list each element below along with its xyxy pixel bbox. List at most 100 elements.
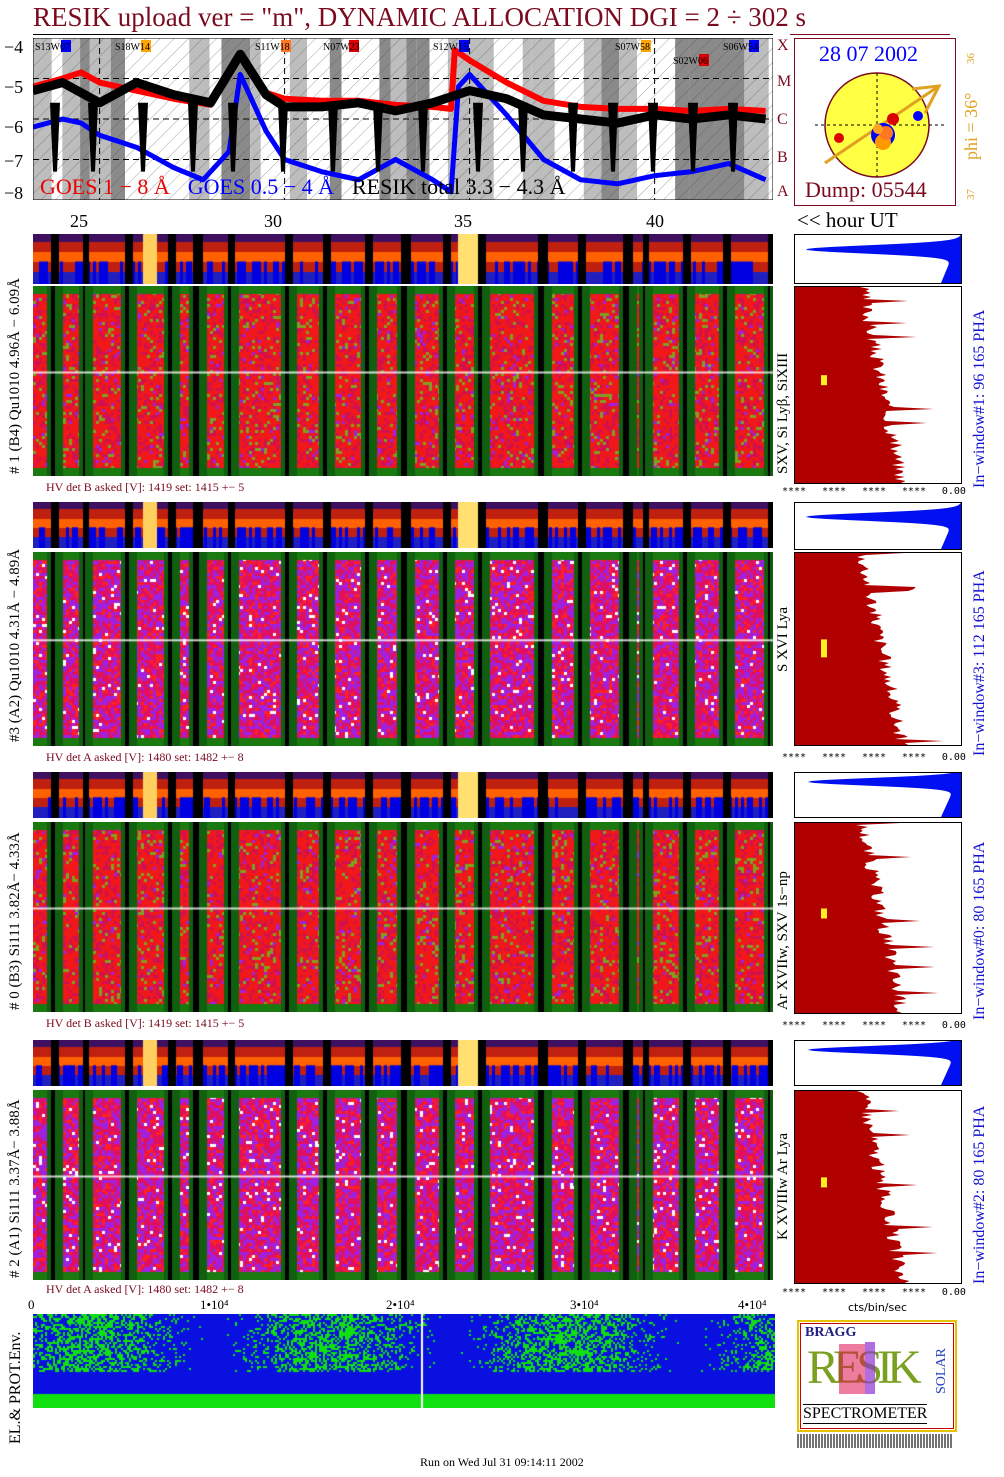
spectrum-tick: **** xyxy=(861,486,887,497)
flare-marker xyxy=(834,133,844,143)
pha-histogram-area xyxy=(807,773,961,817)
marker-bar xyxy=(821,639,827,658)
resik-dip xyxy=(50,102,60,172)
goes-ytick-4: −8 xyxy=(4,183,24,203)
resik-dip xyxy=(373,102,383,172)
spectrum-tick: **** xyxy=(782,752,807,763)
detector-1-hv-readout: HV det B asked [V]: 1419 set: 1415 +− 5 xyxy=(46,480,245,494)
spectrum-tick: **** xyxy=(901,1287,926,1298)
detector-2-in-window: In−window#2: 80 165 PHA xyxy=(971,1105,988,1284)
title-rule xyxy=(33,34,773,35)
goes-ytick-3: −7 xyxy=(4,151,24,171)
detector-3-lines: S XVI Lya xyxy=(775,607,791,672)
class-letter-c: C xyxy=(777,111,788,128)
class-letter-a: A xyxy=(777,183,789,200)
pha-histogram-area xyxy=(805,503,961,549)
resik-dip xyxy=(138,102,148,172)
logo-solar: SOLAR xyxy=(934,1348,949,1394)
detector-2-spectrogram xyxy=(33,1090,773,1280)
resik-dip xyxy=(88,102,98,172)
spectrum-tick: 0.00 xyxy=(941,752,966,763)
detector-2-lines: K XVIIIw Ar Lya xyxy=(775,1132,791,1240)
resik-dip xyxy=(278,102,288,172)
marker-bar xyxy=(821,375,827,386)
detector-0-hv-readout: HV det B asked [V]: 1419 set: 1415 +− 5 xyxy=(46,1016,245,1030)
class-letter-m: M xyxy=(777,73,792,90)
spectrum-tick: **** xyxy=(821,1020,847,1031)
detector-0-label: # 0 (B3) Si111 3.82Å− 4.33Å xyxy=(7,832,23,1010)
spectrum-tick: **** xyxy=(861,1020,887,1031)
legend-goes-long: GOES 1 − 8 Å xyxy=(40,174,170,199)
goes-ytick-0: −4 xyxy=(4,37,24,57)
resik-dip xyxy=(648,102,658,172)
region-marker xyxy=(349,40,359,52)
detector-2-hv-readout: HV det A asked [V]: 1480 set: 1482 +− 8 xyxy=(46,1282,244,1296)
marker-bar xyxy=(821,1177,827,1188)
resik-dip xyxy=(188,102,198,172)
spectrum-tick: 0.00 xyxy=(941,1020,966,1031)
logo-bragg: BRAGG xyxy=(805,1325,857,1340)
detector-2-label: # 2 (A1) Si111 3.37Å− 3.88Å xyxy=(7,1099,23,1278)
detector-3-in-window: In−window#3: 112 165 PHA xyxy=(971,570,988,756)
phi-label: phi = 36° xyxy=(961,92,981,160)
region-label: S07W58 xyxy=(615,42,650,53)
spectrum-unit-label: cts/bin/sec xyxy=(848,1301,908,1314)
flare-marker xyxy=(913,111,923,121)
run-timestamp: Run on Wed Jul 31 09:14:11 2002 xyxy=(420,1455,584,1469)
spectrum-tick: **** xyxy=(901,1020,926,1031)
page-title: RESIK upload ver = "m", DYNAMIC ALLOCATI… xyxy=(33,2,807,32)
resik-dip xyxy=(418,102,428,172)
goes-chart: S13W07 S18W14 S11W18 N07W23 S12W15 S07W58 S02W… xyxy=(33,38,773,200)
legend-resik: RESIK total 3.3 − 4.3 Å xyxy=(352,174,566,199)
detector-1-lines: SXV, Si Lyβ, SiXIII xyxy=(775,352,791,474)
detector-1-pha-histogram xyxy=(794,234,962,284)
spectrum-area xyxy=(795,823,939,1013)
goes-xtick-35: 35 xyxy=(454,211,472,231)
logo-spectrometer: SPECTROMETER xyxy=(803,1404,928,1424)
detector-0-in-window: In−window#0: 80 165 PHA xyxy=(971,841,988,1020)
region-label: S06W54 xyxy=(723,42,758,53)
region-marker xyxy=(699,54,709,66)
detector-2-block: HV det A asked [V]: 1480 set: 1482 +− 8 … xyxy=(0,1040,1004,1302)
class-letter-b: B xyxy=(777,149,788,166)
detector-0-pha-strip xyxy=(33,772,773,818)
sun-date: 28 07 2002 xyxy=(819,41,918,66)
resik-dip xyxy=(688,102,698,172)
detector-3-spectrogram xyxy=(33,552,773,746)
detector-0-spectrogram xyxy=(33,822,773,1012)
detector-0-pha-histogram xyxy=(794,772,962,818)
spectrum-tick: **** xyxy=(782,486,807,497)
dump-number: Dump: 05544 xyxy=(805,177,927,202)
class-letter-x: X xyxy=(777,37,789,54)
region-label: S11W18 xyxy=(255,42,290,53)
time-tick-2: 2•10⁴ xyxy=(386,1297,415,1312)
region-label: S02W06 xyxy=(673,56,708,67)
detector-2-spectrum-ticks: **** **** **** **** 0.00 xyxy=(782,1288,966,1298)
detector-0-lines: Ar XVIIw, SXV 1s−np xyxy=(775,871,791,1010)
detector-3-hv-readout: HV det A asked [V]: 1480 set: 1482 +− 8 xyxy=(46,750,244,764)
region-label: N07W23 xyxy=(323,42,360,53)
spectrum-tick: **** xyxy=(861,752,887,763)
resik-dip xyxy=(518,102,528,172)
spectrum-tick: **** xyxy=(782,1287,807,1298)
spectrum-tick: 0.00 xyxy=(941,486,966,497)
resik-dip xyxy=(568,102,578,172)
sun-disk-chart xyxy=(815,72,945,178)
detector-0-block: HV det B asked [V]: 1419 set: 1415 +− 5 … xyxy=(0,772,1004,1037)
title-rule-right xyxy=(790,34,950,35)
spectrum-tick: **** xyxy=(821,1287,847,1298)
time-tick-0: 0 xyxy=(28,1297,35,1312)
goes-xtick-40: 40 xyxy=(646,211,664,231)
detector-3-spectrum xyxy=(794,552,962,746)
resik-logo: BRAGG RESIK SOLAR SPECTROMETER xyxy=(797,1320,957,1432)
time-tick-1: 1•10⁴ xyxy=(200,1297,229,1312)
detector-3-pha-histogram xyxy=(794,502,962,550)
env-panel-label: EL.& PROT.Env. xyxy=(7,1331,24,1444)
region-marker xyxy=(459,40,469,52)
detector-3-block: HV det A asked [V]: 1480 set: 1482 +− 8 … xyxy=(0,502,1004,770)
region-label: S18W14 xyxy=(115,42,150,53)
detector-0-spectrum-ticks: **** **** **** **** 0.00 xyxy=(782,1021,966,1031)
resik-dip xyxy=(328,102,338,172)
goes-panel: S13W07 S18W14 S11W18 N07W23 S12W15 S07W58 S02W… xyxy=(33,38,773,200)
legend-goes-short: GOES 0.5 − 4 Å xyxy=(187,174,334,199)
